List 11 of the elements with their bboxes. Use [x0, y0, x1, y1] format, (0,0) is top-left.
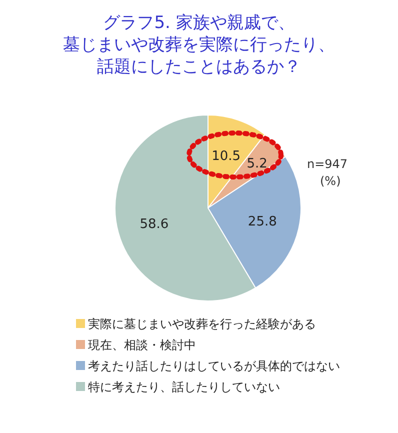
text: n=947 — [307, 157, 348, 171]
legend-label: 特に考えたり、話したりしていない — [88, 380, 280, 394]
data-label: 25.8 — [248, 214, 277, 230]
data-label: 5.2 — [246, 156, 268, 172]
legend-label: 考えたり話したりはしているが具体的ではない — [88, 359, 340, 373]
legend-label: 現在、相談・検討中 — [88, 338, 196, 352]
text: (%) — [320, 174, 341, 188]
legend-label: 実際に墓じまいや改葬を行った経験がある — [88, 317, 316, 331]
data-label: 58.6 — [140, 216, 169, 232]
chart-title: グラフ5. 家族や親戚で、墓じまいや改葬を実際に行ったり、話題にしたことはあるか？ — [63, 13, 335, 77]
data-label: 10.5 — [212, 149, 241, 164]
